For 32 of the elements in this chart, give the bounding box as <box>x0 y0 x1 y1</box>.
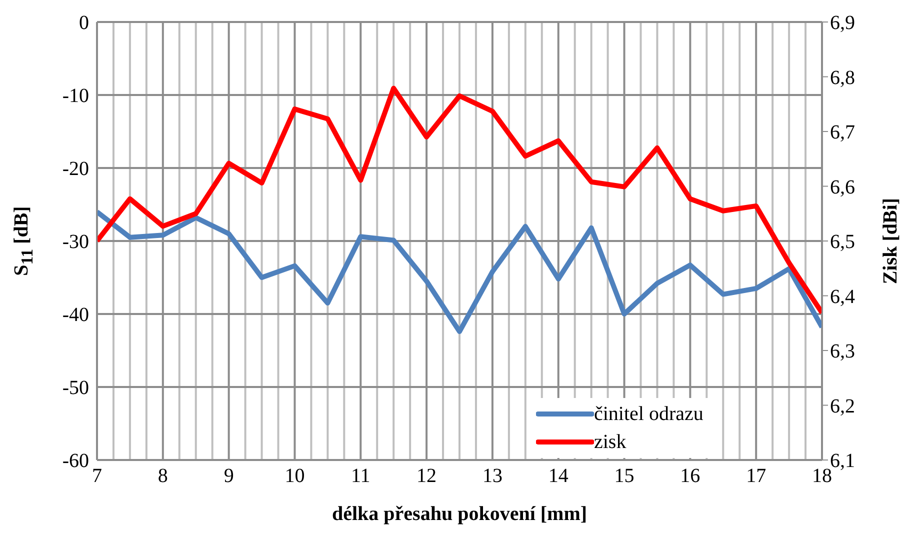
y-tick-label: -10 <box>62 85 89 108</box>
y-tick-label: -40 <box>62 304 89 326</box>
y-tick-label: -20 <box>62 158 89 180</box>
x-axis-title: délka přesahu pokovení [mm] <box>330 503 588 526</box>
y2-tick-label: 6,2 <box>830 395 855 418</box>
x-tick-label: 9 <box>224 465 234 488</box>
x-tick-label: 7 <box>92 465 102 488</box>
x-tick-label: 17 <box>746 465 766 488</box>
x-tick-label: 16 <box>680 465 700 488</box>
legend-label: zisk <box>594 430 626 454</box>
y2-tick-label: 6,6 <box>830 176 855 198</box>
x-tick-label: 14 <box>548 465 568 488</box>
y-tick-label: -50 <box>62 377 89 400</box>
x-tick-label: 8 <box>158 465 168 488</box>
y-tick-label: -30 <box>62 231 89 254</box>
x-tick-label: 10 <box>284 465 305 488</box>
y2-tick-label: 6,7 <box>830 122 855 144</box>
y-tick-label: 0 <box>79 12 89 34</box>
y2-tick-label: 6,1 <box>830 450 855 472</box>
x-tick-label: 13 <box>482 465 502 488</box>
legend-label: činitel odrazu <box>594 402 704 426</box>
y2-tick-label: 6,3 <box>830 340 855 363</box>
y2-tick-label: 6,9 <box>830 12 855 34</box>
y-tick-label: -60 <box>62 450 89 472</box>
y2-axis-title: Zisk [dBi] <box>880 198 902 284</box>
x-tick-label: 18 <box>812 465 832 488</box>
y2-tick-label: 6,4 <box>830 286 855 308</box>
y2-tick-label: 6,5 <box>830 231 855 254</box>
x-tick-label: 12 <box>416 465 437 488</box>
x-tick-label: 11 <box>351 465 370 488</box>
y2-tick-label: 6,8 <box>830 66 855 89</box>
x-tick-label: 15 <box>614 465 634 488</box>
